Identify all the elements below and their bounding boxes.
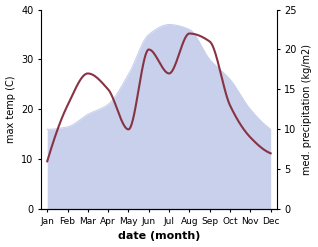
X-axis label: date (month): date (month) bbox=[118, 231, 200, 242]
Y-axis label: max temp (C): max temp (C) bbox=[5, 76, 16, 143]
Y-axis label: med. precipitation (kg/m2): med. precipitation (kg/m2) bbox=[302, 44, 313, 175]
